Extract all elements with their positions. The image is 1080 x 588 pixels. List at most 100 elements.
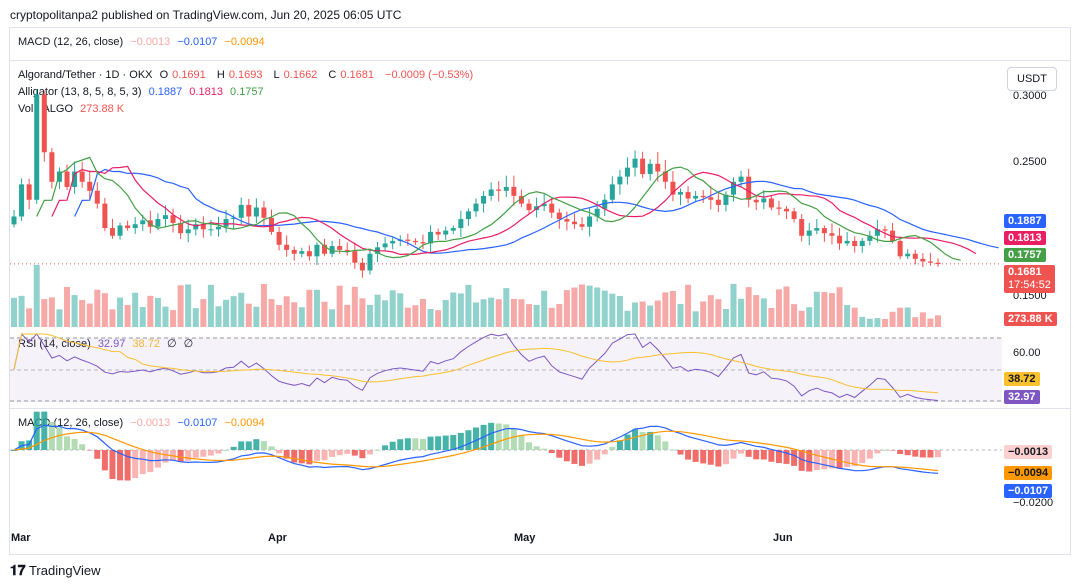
volume-bar [488,297,495,327]
volume-bar [177,285,184,327]
macd-histogram-bar [450,435,457,450]
volume-bar [170,310,177,327]
volume-bar [351,286,358,327]
macd-histogram-bar [730,450,737,459]
candle-body [314,244,320,257]
candle-body [64,171,70,187]
volume-bar [518,299,525,327]
lips-price-tag: 0.1757 [1004,248,1046,262]
candle-body [291,249,297,254]
macd-signal-tag: −0.0094 [1004,466,1053,480]
macd-histogram-bar [488,422,495,450]
symbol-legend[interactable]: Algorand/Tether · 1D · OKX O 0.1691 H 0.16… [18,69,477,81]
candle-body [640,158,646,175]
price-axis-label: 0.1500 [1013,290,1047,302]
candle-body [897,240,903,257]
macd-histogram-bar [510,429,517,450]
candle-body [700,195,706,198]
macd-histogram-bar [313,450,320,461]
volume-bar [563,290,570,327]
macd-histogram-bar [366,450,373,455]
candle-body [56,171,62,182]
candle-body [488,189,494,196]
volume-bar [18,295,25,327]
volume-bar [245,303,252,327]
rsi-value-tag: 32.97 [1004,390,1040,404]
macd-histogram-bar [745,450,752,457]
macd-histogram-bar [465,430,472,450]
tradingview-brand[interactable]: 𝟏𝟕 TradingView [10,562,101,579]
volume-bar [162,306,169,327]
candle-body [94,190,100,204]
candle-body [564,219,570,222]
candle-body [844,240,850,244]
macd-histogram-bar [427,436,434,450]
candle-body [412,240,418,243]
candle-body [41,94,47,153]
macd-histogram-bar [707,450,714,465]
candle-body [329,246,335,254]
tradingview-logo-icon: 𝟏𝟕 [10,562,26,578]
candle-body [935,262,941,265]
candle-body [208,229,214,231]
volume-bar [828,293,835,327]
macd-histogram-bar [616,440,623,450]
macd-histogram-bar [677,450,684,455]
macd-histogram-bar [253,439,260,450]
macd-histogram-bar [594,450,601,460]
macd-histogram-bar [33,411,40,450]
candle-body [162,215,168,220]
volume-bar [86,303,93,327]
macd-histogram-bar [919,450,926,458]
volume-bar [48,297,55,327]
macd-histogram-bar [768,450,775,462]
candle-body [632,158,638,168]
macd-histogram-bar [260,441,267,450]
volume-bar [442,299,449,327]
volume-bar [41,299,48,327]
candle-body [322,244,328,254]
macd-histogram-bar [662,441,669,450]
macd-histogram-bar [533,446,540,450]
macd-histogram-bar [306,450,313,465]
top-macd-name: MACD (12, 26, close) [18,36,124,48]
macd-histogram-bar [223,449,230,451]
volume-bar [677,304,684,327]
volume-bar [594,287,601,327]
macd-histogram-bar [283,450,290,459]
macd-histogram-bar [806,450,813,472]
volume-bar [669,290,676,327]
volume-bar [404,307,411,327]
macd-histogram-bar [859,450,866,464]
ohlc-high: H 0.1693 [216,69,263,81]
volume-bar [374,294,381,327]
candle-body [723,194,729,205]
candle-body [284,244,290,250]
macd-histogram-bar [139,450,146,475]
volume-bar [185,284,192,327]
rsi-legend[interactable]: RSI (14, close) 32.97 38.72 ∅ ∅ [18,337,197,350]
macd-histogram-bar [473,427,479,450]
volume-bar [495,299,502,327]
volume-bar [760,298,767,327]
macd-histogram-bar [844,450,851,468]
volume-bar [851,307,858,327]
macd-histogram-bar [329,450,336,457]
volume-bar [571,287,578,327]
symbol-title: Algorand/Tether · 1D · OKX [18,69,153,81]
macd-histogram-bar [760,450,767,460]
currency-button[interactable]: USDT [1007,67,1057,91]
candle-body [359,262,365,271]
volume-bar [344,304,351,327]
volume-bar [904,307,911,327]
volume-bar [912,317,919,327]
candle-body [117,225,123,236]
alligator-legend[interactable]: Alligator (13, 8, 5, 8, 5, 3) 0.1887 0.1… [18,86,268,98]
volume-bar [147,295,154,327]
macd-histogram-bar [813,450,820,470]
macd-histogram-bar [291,450,298,463]
macd-histogram-bar [457,432,464,450]
macd-histogram-bar [404,438,411,450]
volume-bar [480,299,487,327]
